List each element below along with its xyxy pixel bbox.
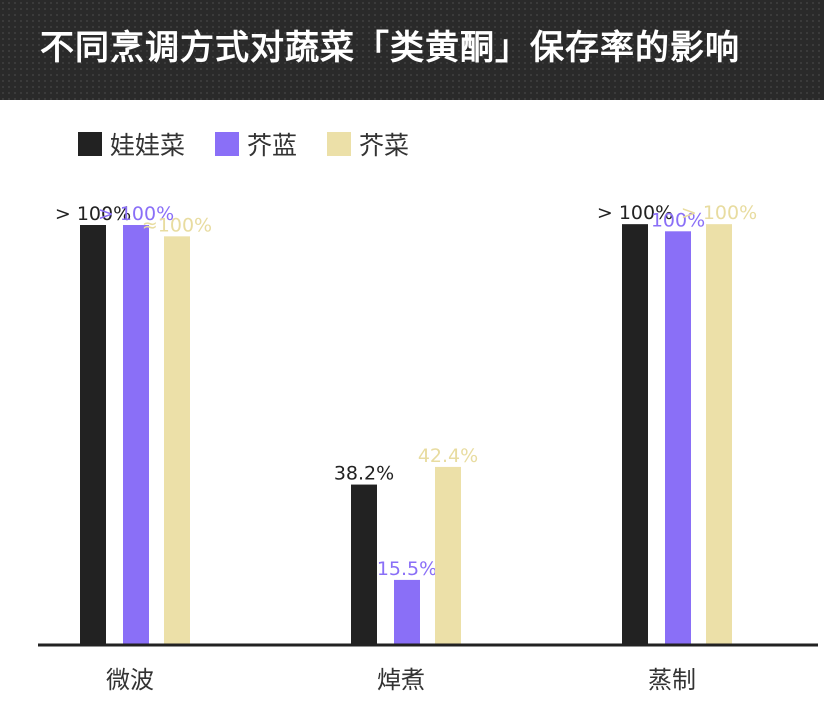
legend-item-jiecai: 芥菜 (327, 126, 409, 162)
bar-1-0 (351, 484, 377, 645)
legend-item-wawacai: 娃娃菜 (78, 126, 185, 162)
bar-0-2 (164, 236, 190, 645)
bar-2-0 (622, 224, 648, 645)
data-label-1-1: 15.5% (377, 558, 437, 580)
bar-2-2 (706, 224, 732, 645)
category-label-2: 蒸制 (648, 666, 696, 694)
category-label-0: 微波 (106, 666, 154, 694)
data-label-1-0: 38.2% (334, 463, 394, 485)
legend-swatch-jiecai (327, 132, 352, 156)
bar-0-0 (80, 225, 106, 645)
legend-label-jielan: 芥蓝 (247, 131, 298, 160)
data-label-2-2: > 100% (681, 202, 757, 224)
bar-2-1 (665, 231, 691, 646)
legend-label-wawacai: 娃娃菜 (110, 131, 186, 160)
legend-label-jiecai: 芥菜 (359, 131, 410, 160)
data-label-0-2: ≈100% (142, 214, 212, 236)
legend-swatch-jielan (215, 132, 240, 156)
chart-title: 不同烹调方式对蔬菜「类黄酮」保存率的影响 (40, 28, 740, 68)
legend: 娃娃菜 芥蓝 芥菜 (78, 126, 439, 162)
legend-item-jielan: 芥蓝 (215, 126, 297, 162)
title-banner: 不同烹调方式对蔬菜「类黄酮」保存率的影响 (0, 0, 824, 100)
data-label-1-2: 42.4% (418, 445, 478, 467)
data-label-2-0: > 100% (597, 202, 673, 224)
bar-1-2 (435, 466, 461, 645)
data-label-0-1: > 100% (98, 203, 174, 225)
bar-1-1 (394, 579, 420, 645)
legend-swatch-wawacai (78, 132, 102, 156)
data-label-0-0: > 100% (55, 203, 131, 225)
bar-0-1 (123, 225, 149, 645)
data-label-2-1: 100% (651, 209, 705, 231)
category-label-1: 焯煮 (377, 666, 425, 694)
